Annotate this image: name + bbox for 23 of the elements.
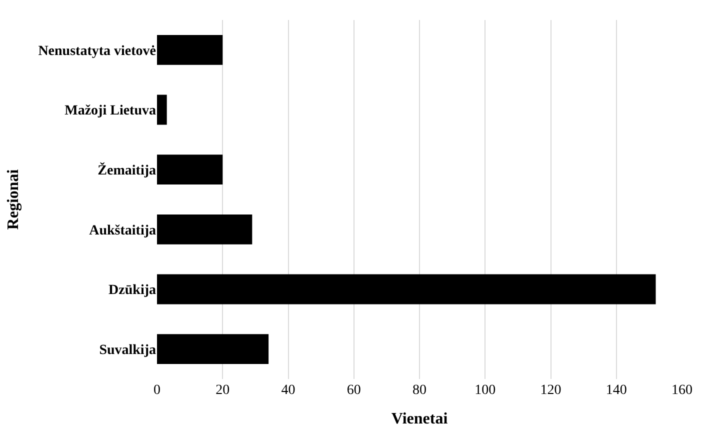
x-tick-label: 60 [346, 383, 361, 398]
bar [157, 154, 223, 185]
y-tick-label: Aukštaitija [89, 223, 156, 238]
y-tick-label: Suvalkija [99, 342, 156, 358]
bar [157, 334, 269, 364]
x-tick-label: 140 [606, 383, 627, 398]
y-tick-label: Dzūkija [108, 283, 156, 298]
bar [157, 214, 252, 244]
x-axis-title: Vienetai [391, 410, 448, 428]
x-tick-label: 40 [281, 383, 296, 398]
x-tick-label: 0 [154, 383, 160, 398]
y-tick-label: Nenustatyta vietovė [38, 44, 156, 59]
x-tick-label: 100 [474, 383, 496, 398]
y-tick-label: Mažoji Lietuva [64, 104, 156, 119]
x-tick-label: 160 [672, 383, 692, 398]
bar [157, 274, 656, 304]
y-axis-title: Regionai [5, 168, 22, 230]
x-tick-label: 120 [540, 383, 562, 398]
x-tick-label: 20 [216, 383, 230, 398]
bar [157, 94, 167, 125]
y-tick-label: Žemaitija [98, 161, 156, 178]
x-tick-label: 80 [412, 383, 426, 398]
bar [157, 34, 223, 65]
